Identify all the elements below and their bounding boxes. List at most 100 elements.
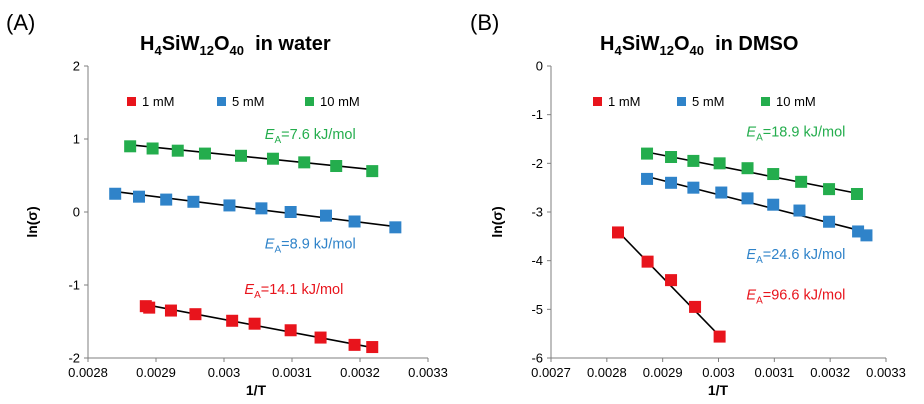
- legend-label: 10 mM: [776, 94, 816, 109]
- data-point-1mm: [164, 304, 177, 317]
- data-point-5mm: [320, 209, 332, 222]
- y-tick-label: -1: [531, 107, 543, 122]
- data-point-10mm: [741, 162, 754, 175]
- chart-title-a: H4SiW12O40 in water: [140, 33, 331, 58]
- y-tick-label: -2: [68, 351, 80, 366]
- activation-energy-label: EA=96.6 kJ/mol: [746, 288, 845, 307]
- data-point-1mm: [366, 341, 379, 354]
- data-point-10mm: [767, 168, 780, 181]
- data-point-5mm: [255, 202, 268, 215]
- data-point-5mm: [284, 206, 297, 218]
- legend-label: 1 mM: [142, 94, 175, 109]
- legend-marker: [677, 97, 686, 106]
- data-point-5mm: [160, 193, 173, 206]
- chart-title-b: H4SiW12O40 in DMSO: [600, 33, 798, 58]
- data-point-10mm: [687, 154, 700, 167]
- x-tick-label: 0.0031: [754, 365, 794, 380]
- x-tick-label: 0.003: [702, 365, 735, 380]
- data-point-1mm: [248, 317, 261, 330]
- data-point-5mm: [793, 204, 806, 217]
- panel-label-b: (B): [470, 10, 499, 35]
- data-point-5mm: [741, 192, 754, 205]
- y-tick-label: -2: [531, 156, 543, 171]
- legend-label: 5 mM: [692, 94, 725, 109]
- y-tick-label: -6: [531, 351, 543, 366]
- data-point-1mm: [348, 338, 361, 351]
- legend-label: 5 mM: [232, 94, 265, 109]
- data-point-10mm: [366, 165, 379, 178]
- y-tick-label: -3: [531, 205, 543, 220]
- data-point-10mm: [850, 187, 863, 200]
- x-tick-label: 0.003: [208, 365, 241, 380]
- activation-energy-label: EA=18.9 kJ/mol: [746, 125, 845, 144]
- data-point-10mm: [665, 151, 678, 164]
- data-point-5mm: [348, 215, 361, 228]
- data-point-10mm: [641, 147, 654, 160]
- legend-marker: [217, 97, 226, 106]
- data-point-1mm: [713, 330, 726, 343]
- y-tick-label: 0: [536, 59, 543, 74]
- data-point-5mm: [860, 229, 873, 242]
- data-point-10mm: [713, 157, 726, 170]
- y-tick-label: -4: [531, 253, 543, 268]
- data-point-1mm: [189, 308, 202, 321]
- x-axis-label-b: 1/T: [708, 382, 729, 398]
- panel-label-a: (A): [6, 10, 35, 35]
- legend-label: 10 mM: [320, 94, 360, 109]
- legend-label: 1 mM: [608, 94, 641, 109]
- data-point-10mm: [823, 183, 836, 196]
- data-point-5mm: [665, 176, 678, 189]
- data-point-10mm: [146, 142, 159, 155]
- data-point-5mm: [823, 215, 836, 228]
- activation-energy-label: EA=24.6 kJ/mol: [746, 247, 845, 266]
- data-point-10mm: [298, 156, 311, 169]
- panel-b: (B) H4SiW12O40 in DMSO ln(σ) 1/T -6 -5 -4 -…: [470, 10, 906, 398]
- data-point-5mm: [715, 186, 728, 199]
- y-tick-label: 0: [73, 205, 80, 220]
- data-point-1mm: [226, 314, 239, 327]
- data-point-10mm: [330, 160, 343, 173]
- data-point-1mm: [284, 324, 297, 337]
- x-tick-label: 0.0029: [643, 365, 683, 380]
- x-tick-label: 0.0032: [810, 365, 850, 380]
- y-tick-label: 2: [73, 59, 80, 74]
- y-tick-label: -1: [68, 278, 80, 293]
- data-point-10mm: [198, 147, 211, 160]
- y-tick-label: -5: [531, 302, 543, 317]
- x-tick-label: 0.0028: [587, 365, 627, 380]
- data-point-1mm: [143, 301, 156, 314]
- x-tick-label: 0.0033: [866, 365, 906, 380]
- x-tick-label: 0.0029: [136, 365, 176, 380]
- data-point-10mm: [171, 144, 184, 157]
- activation-energy-label: EA=8.9 kJ/mol: [265, 237, 356, 256]
- data-point-5mm: [109, 187, 122, 200]
- data-point-1mm: [665, 274, 678, 287]
- data-point-5mm: [767, 198, 780, 211]
- data-point-5mm: [187, 195, 200, 208]
- activation-energy-label: EA=7.6 kJ/mol: [265, 127, 356, 146]
- data-point-10mm: [124, 140, 137, 153]
- data-point-5mm: [133, 190, 145, 203]
- x-tick-label: 0.0031: [272, 365, 312, 380]
- activation-energy-label: EA=14.1 kJ/mol: [244, 282, 343, 301]
- panel-a: (A) H4SiW12O40 in water ln(σ) 1/T -2 -1 0 1…: [6, 10, 448, 398]
- data-point-10mm: [235, 149, 247, 162]
- data-point-1mm: [689, 300, 702, 313]
- data-point-5mm: [687, 181, 700, 194]
- x-axis-label-a: 1/T: [246, 382, 267, 398]
- x-tick-label: 0.0027: [531, 365, 571, 380]
- data-point-1mm: [612, 226, 624, 239]
- data-point-5mm: [641, 172, 654, 185]
- data-point-10mm: [266, 152, 279, 165]
- legend-marker: [593, 97, 602, 106]
- x-tick-label: 0.0033: [408, 365, 448, 380]
- x-tick-label: 0.0032: [340, 365, 380, 380]
- legend-marker: [305, 97, 314, 106]
- fit-line-5mm: [646, 175, 870, 234]
- x-tick-label: 0.0028: [68, 365, 108, 380]
- y-axis-label-b: ln(σ): [489, 206, 505, 237]
- data-point-5mm: [389, 221, 402, 234]
- data-point-10mm: [795, 175, 808, 188]
- data-point-1mm: [314, 331, 327, 344]
